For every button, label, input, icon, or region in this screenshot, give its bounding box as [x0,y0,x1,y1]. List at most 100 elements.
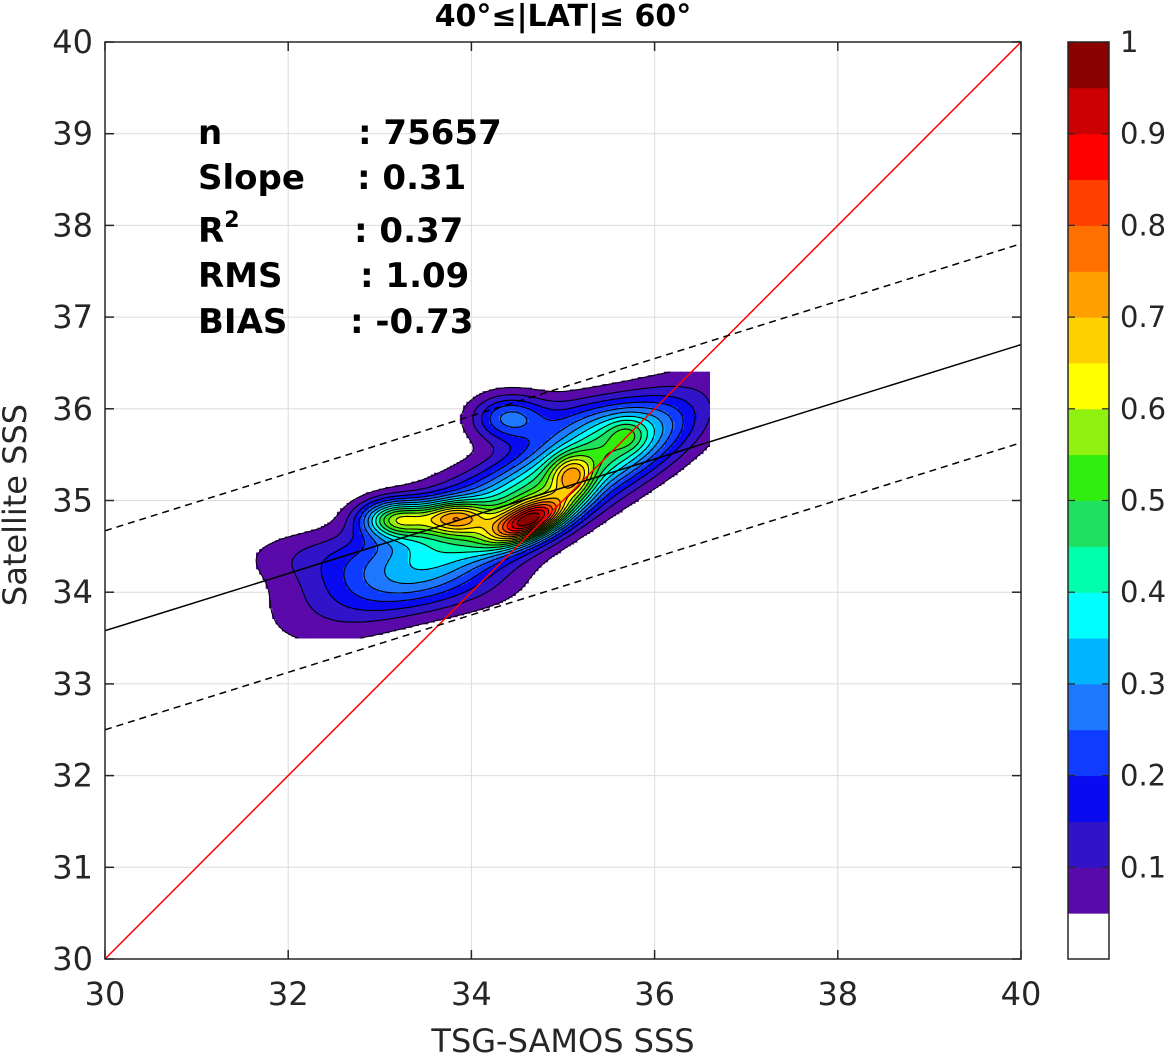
contour-cell [349,504,354,508]
contour-cell [421,619,426,623]
contour-cell [657,465,662,469]
contour-cell [602,501,607,504]
contour-cell [320,556,325,559]
contour-cell [301,605,306,609]
contour-cell [272,577,277,580]
contour-cell [353,547,358,550]
contour-cell [346,587,351,591]
contour-cell [531,557,536,561]
contour-cell [592,392,597,396]
contour-cell [472,603,477,607]
contour-cell [333,531,338,534]
contour-cell [298,570,303,573]
contour-cell [673,376,678,380]
contour-cell [618,502,623,506]
contour-cell [304,614,309,618]
contour-cell [281,572,287,575]
contour-cell [275,618,280,621]
contour-cell [586,400,591,403]
contour-cell [430,611,435,614]
contour-cell [327,563,332,566]
contour-cell [479,439,484,442]
contour-cell [676,376,681,380]
contour-cell [398,623,403,627]
contour-cell [391,623,397,627]
contour-cell [476,469,481,472]
contour-cell [320,547,325,550]
contour-cell [699,407,704,410]
contour-cell [463,426,468,430]
contour-cell [482,447,487,451]
contour-cell [314,625,319,628]
contour-cell [417,611,422,614]
contour-cell [427,479,432,483]
contour-cell [333,630,338,634]
contour-cell [349,541,354,545]
contour-cell [272,570,277,573]
contour-cell [466,600,471,604]
contour-cell [624,504,630,508]
contour-cell [359,625,364,628]
contour-cell [262,552,267,556]
contour-cell [702,412,707,416]
contour-cell [278,609,283,612]
contour-cell [343,609,348,612]
contour-cell [576,534,581,538]
contour-cell [696,384,701,387]
contour-cell [285,612,290,616]
contour-cell [463,424,468,428]
contour-cell [579,403,584,407]
contour-cell [333,517,338,520]
contour-cell [699,428,704,432]
contour-cell [362,603,367,607]
contour-cell [482,600,487,604]
contour-cell [340,616,345,619]
contour-cell [459,474,465,478]
contour-cell [479,428,484,432]
contour-cell [291,634,296,637]
contour-cell [323,533,329,536]
contour-cell [349,518,354,522]
contour-cell [288,540,293,543]
contour-cell [340,626,345,630]
contour-cell [268,561,274,565]
contour-cell [654,467,659,471]
contour-cell [692,373,698,377]
contour-cell [696,392,701,396]
contour-cell [702,391,707,394]
contour-cell [637,483,643,487]
contour-cell [382,612,387,616]
contour-cell [650,387,655,391]
contour-cell [301,612,306,616]
contour-cell [631,485,636,488]
contour-cell [479,454,484,458]
contour-cell [560,547,565,550]
contour-cell [637,476,643,479]
contour-cell [479,456,484,460]
contour-cell [550,538,555,541]
contour-cell [362,623,367,627]
contour-cell [391,611,397,614]
contour-cell [660,382,665,385]
contour-cell [492,437,497,440]
contour-cell [336,630,342,634]
contour-cell [343,602,348,605]
contour-cell [317,621,322,625]
contour-cell [469,428,474,432]
contour-cell [476,415,481,419]
contour-cell [463,428,468,432]
contour-cell [281,603,287,607]
contour-cell [317,575,322,579]
contour-cell [307,559,312,563]
contour-cell [307,619,312,623]
contour-cell [434,490,439,494]
contour-cell [599,520,604,524]
contour-cell [469,458,474,462]
contour-cell [294,612,299,616]
contour-cell [366,628,371,632]
contour-cell [514,584,520,588]
contour-cell [544,550,549,554]
contour-cell [602,391,607,394]
contour-cell [456,587,461,591]
contour-cell [294,556,299,559]
